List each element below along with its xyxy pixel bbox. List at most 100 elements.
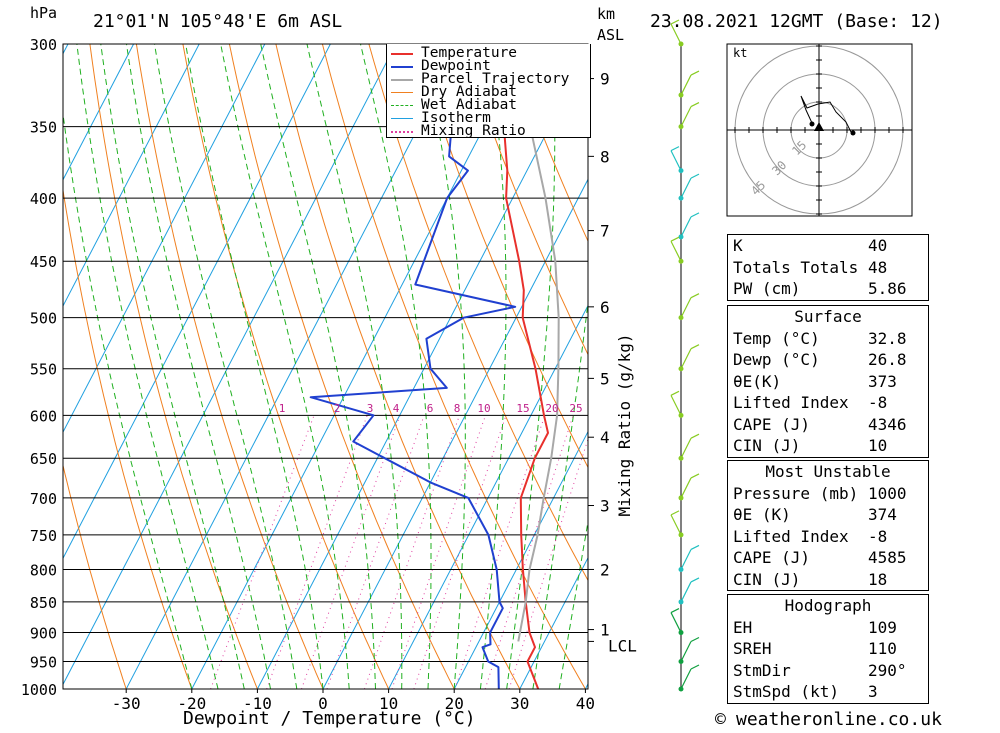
mixing-ratio-label: 3 [367,402,374,415]
wind-barb-staff [680,668,692,690]
surface-value: -8 [868,393,888,412]
height-tick-label: 6 [600,298,610,317]
surface-value: 10 [868,436,888,455]
pressure-tick-label: 850 [30,594,57,612]
wind-barb-flag [690,293,700,299]
mu-label: Lifted Index [733,526,849,546]
surface-label: θE(K) [733,371,782,391]
mixing-ratio-line [326,415,425,689]
pressure-tick-label: 700 [30,490,57,508]
isotherm-line [63,44,397,686]
wind-barb-flag [670,19,680,25]
mu-label: CAPE (J) [733,548,811,567]
wind-barb-staff [670,395,682,416]
hodograph-trace [800,95,853,135]
mixing-ratio-label: 4 [393,402,400,415]
surface-row: Temp (°C) 32.8 [728,328,928,350]
height-tick-label: 2 [600,560,610,579]
wind-barb-flag [670,510,680,516]
wind-barb-staff [670,612,682,633]
wind-barb-flag [690,102,700,108]
most-unstable-title: Most Unstable [765,462,891,481]
legend-label: Temperature [421,45,518,61]
pressure-tick-label: 450 [30,253,57,271]
wind-barb-staff [680,177,692,199]
surface-label: Dewp (°C) [733,350,820,369]
surface-value: 26.8 [868,350,907,369]
index-label: PW (cm) [733,279,801,298]
wind-barb-flag [690,212,700,218]
wind-barb-flag [690,636,700,643]
wind-barb-flag [690,473,700,479]
surface-panel: Surface Temp (°C) 32.8 Dewp (°C) 26.8 θE(K… [727,305,929,458]
pressure-tick-label: 300 [30,36,57,54]
x-tick-label: 20 [445,694,464,713]
wind-barb-flag [670,390,680,396]
chart-legend: Temperature Dewpoint Parcel Trajectory D… [386,44,591,138]
height-tick-label: 1 [600,621,610,640]
hodo-value: 109 [868,617,897,637]
plot-area [63,44,588,689]
mu-row: CIN (J) 18 [728,569,928,591]
legend-item-dry-adiabat: Dry Adiabat [391,85,517,99]
copyright-symbol: © [715,709,726,730]
mu-row: Lifted Index -8 [728,526,928,548]
hodo-value: 290° [868,660,907,680]
height-unit-km: km [597,5,616,23]
pressure-tick-label: 600 [30,407,57,425]
site-link[interactable]: weatheronline.co.uk [736,709,942,730]
wind-barb-staff [670,23,682,45]
surface-label: Lifted Index [733,393,849,412]
legend-item-wet-adiabat: Wet Adiabat [391,97,518,113]
dry-adiabat-line [63,463,127,689]
wet-adiabat-line [220,44,350,689]
hodo-label: StmDir [733,660,791,680]
hodo-label: SREH [733,639,772,658]
wind-barb-flag [690,344,700,350]
surface-title: Surface [794,307,862,326]
index-label: Totals Totals [733,257,859,277]
legend-label: Mixing Ratio [421,123,526,139]
wet-adiabat-line [479,44,507,689]
isotherm-line [191,44,528,689]
mixing-ratio-label: 10 [477,402,490,415]
wind-barb-staff [680,477,692,499]
wet-adiabat-line [306,44,403,689]
wind-barb-staff [680,549,692,570]
height-tick-label: 7 [600,222,610,241]
plot-frame [62,43,589,690]
surface-row: θE(K) 373 [728,371,928,393]
legend-label: Wet Adiabat [421,97,518,113]
mu-value: 4585 [868,548,907,567]
isotherm-line [63,44,135,181]
hodo-label: StmSpd (kt) [733,682,839,701]
pressure-tick-label: 500 [30,310,57,328]
hodo-row: SREH 110 [728,638,928,660]
x-tick-label: -30 [112,694,141,713]
surface-label: CAPE (J) [733,414,811,434]
series-line [502,126,549,689]
index-value: 5.86 [868,279,907,298]
wet-adiabat-line [63,110,193,689]
pressure-tick-label: 550 [30,361,57,379]
height-tick-label: LCL [608,636,637,655]
x-tick-label: 0 [318,694,328,713]
mixing-ratio-label: 25 [569,402,582,415]
mixing-ratio-label: 2 [334,402,341,415]
mu-row: CAPE (J) 4585 [728,547,928,569]
x-tick-label: 10 [379,694,398,713]
wind-barb-staff [670,150,682,171]
surface-value: 4346 [868,414,907,434]
wind-barb-staff [680,74,692,96]
mu-row: θE (K) 374 [728,504,928,526]
legend-item-temperature: Temperature [391,45,518,61]
wind-barb-flag [690,544,700,550]
wind-barb-flag [690,664,700,670]
datetime-title: 23.08.2021 12GMT (Base: 12) [650,11,943,32]
legend-label: Parcel Trajectory [421,71,570,87]
hodo-value: 3 [868,682,878,701]
wet-adiabat-line [76,44,219,689]
wind-barb-staff [670,240,682,262]
pressure-tick-label: 650 [30,450,57,468]
mu-value: 374 [868,505,897,524]
